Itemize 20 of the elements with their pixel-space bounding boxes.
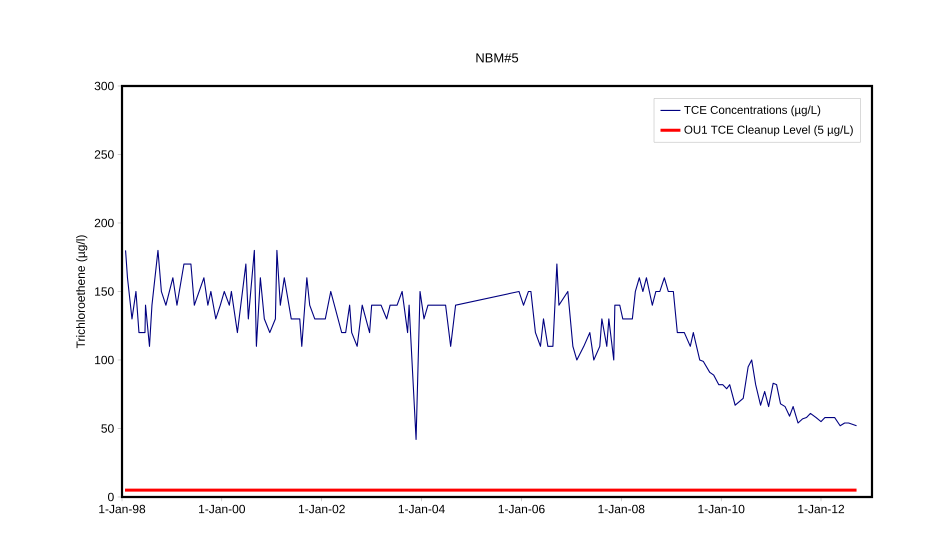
- legend-label: TCE Concentrations (µg/L): [684, 106, 820, 116]
- x-tick-label: 1-Jan-00: [199, 504, 246, 514]
- y-tick-label: 150: [95, 287, 114, 296]
- chart-title: NBM#5: [476, 53, 518, 62]
- y-axis-title: Trichloroethene (µg/l): [76, 235, 88, 348]
- legend-label: OU1 TCE Cleanup Level (5 µg/L): [684, 125, 853, 136]
- x-tick-label: 1-Jan-04: [398, 504, 445, 514]
- x-tick-label: 1-Jan-02: [298, 504, 345, 514]
- y-tick-label: 250: [94, 150, 114, 159]
- x-tick-label: 1-Jan-98: [99, 504, 146, 514]
- y-tick-label: 200: [94, 218, 114, 228]
- line-series: [125, 250, 858, 440]
- x-tick-label: 1-Jan-12: [798, 504, 844, 514]
- y-tick-label: 300: [94, 82, 114, 90]
- y-tick-label: 0: [108, 492, 114, 502]
- x-tick-label: 1-Jan-08: [598, 504, 644, 514]
- x-tick-label: 1-Jan-10: [698, 504, 744, 514]
- y-tick-label: 50: [101, 424, 114, 433]
- x-tick-label: 1-Jan-06: [498, 504, 545, 514]
- y-tick-label: 100: [95, 356, 114, 364]
